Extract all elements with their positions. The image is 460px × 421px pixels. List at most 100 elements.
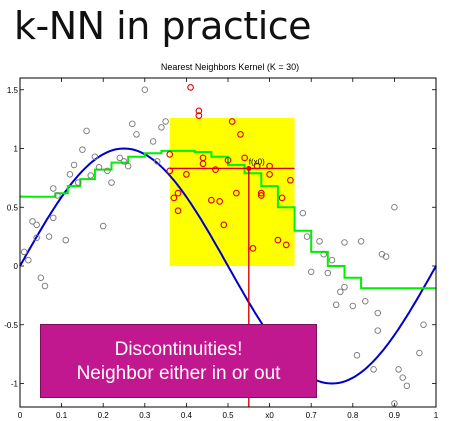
- y-tick-label: 1.5: [7, 86, 19, 95]
- data-point: [79, 146, 86, 153]
- neighbor-point: [232, 189, 240, 197]
- data-point: [395, 366, 402, 373]
- data-point: [133, 131, 140, 138]
- data-point: [328, 256, 336, 264]
- callout-box: Discontinuities! Neighbor either in or o…: [40, 324, 317, 398]
- data-point: [20, 248, 28, 256]
- data-point: [299, 209, 307, 217]
- y-tick-label: 0: [14, 262, 19, 271]
- neighbor-point: [257, 189, 265, 197]
- data-point: [374, 327, 382, 334]
- y-tick-label: 0.5: [7, 203, 19, 212]
- data-point: [104, 167, 111, 175]
- data-point: [149, 138, 157, 145]
- data-point: [124, 162, 132, 170]
- callout-line1: Discontinuities!: [114, 339, 243, 360]
- data-point: [50, 185, 57, 192]
- data-point: [416, 349, 423, 357]
- neighbor-point: [195, 107, 203, 115]
- data-point: [320, 250, 327, 258]
- data-point: [95, 164, 103, 171]
- neighbor-point: [228, 118, 236, 125]
- neighbor-point: [241, 154, 248, 162]
- data-point: [162, 118, 169, 125]
- y-tick-label: -0.5: [4, 321, 18, 330]
- data-point: [374, 309, 382, 317]
- data-point: [116, 154, 124, 162]
- y-tick-label: 1: [14, 145, 19, 154]
- data-point: [403, 382, 411, 390]
- neighbor-point: [257, 192, 265, 199]
- x-tick-label: 0.4: [181, 411, 193, 420]
- x-tick-label: 0.7: [306, 411, 318, 420]
- x-tick-label: 0.3: [139, 411, 151, 420]
- data-point: [45, 233, 53, 240]
- data-point: [108, 179, 115, 186]
- slide-title: k-NN in practice: [14, 4, 312, 48]
- x-tick-label: x0: [265, 411, 274, 420]
- neighbor-point: [199, 160, 207, 168]
- neighbor-point: [287, 176, 294, 184]
- data-point: [50, 214, 57, 222]
- data-point: [33, 221, 40, 229]
- data-point: [370, 366, 377, 373]
- x-tick-label: 0.9: [389, 411, 401, 420]
- neighbor-point: [170, 194, 178, 202]
- data-point: [382, 253, 390, 260]
- data-point: [349, 302, 357, 310]
- data-point: [41, 282, 49, 290]
- data-point: [99, 222, 107, 230]
- data-point: [303, 233, 311, 240]
- neighbor-point: [237, 131, 244, 138]
- neighbor-point: [187, 84, 194, 91]
- neighbor-point: [166, 151, 174, 158]
- data-point: [37, 274, 45, 282]
- neighbor-point: [274, 236, 282, 244]
- data-point: [141, 86, 149, 93]
- neighborhood-box: [169, 117, 295, 266]
- chart-title: Nearest Neighbors Kernel (K = 30): [161, 62, 299, 72]
- x-tick-label: 1: [434, 411, 439, 420]
- data-point: [399, 374, 406, 381]
- neighbor-point: [278, 194, 286, 202]
- neighbor-point: [220, 221, 228, 229]
- data-point: [91, 153, 99, 160]
- data-point: [25, 256, 32, 264]
- true-function-curve: [19, 147, 437, 385]
- data-point: [391, 203, 398, 211]
- neighbor-point: [266, 171, 273, 178]
- data-point: [83, 127, 90, 135]
- data-point: [158, 124, 165, 131]
- callout-line2: Neighbor either in or out: [76, 363, 281, 384]
- data-point: [129, 120, 136, 128]
- data-point: [341, 283, 348, 291]
- neighbor-point: [212, 166, 219, 173]
- data-point: [357, 238, 365, 245]
- data-point: [324, 269, 332, 277]
- data-point: [54, 192, 61, 199]
- x-tick-label: 0.2: [98, 411, 110, 420]
- query-label: f(x0): [249, 157, 265, 166]
- data-point: [332, 301, 340, 309]
- x-tick-label: 0: [18, 411, 23, 420]
- data-point: [337, 288, 344, 296]
- neighbor-point: [224, 156, 232, 164]
- data-point: [353, 352, 361, 359]
- data-point: [154, 158, 161, 165]
- neighbor-point: [174, 207, 182, 215]
- data-point: [341, 239, 348, 246]
- neighbor-point: [216, 198, 224, 205]
- data-point: [66, 171, 74, 178]
- neighbor-point: [249, 245, 257, 252]
- data-point: [74, 179, 82, 186]
- query-point: [246, 165, 252, 171]
- neighbor-point: [282, 241, 290, 249]
- data-point: [62, 236, 70, 244]
- data-point: [33, 234, 40, 242]
- data-point: [70, 161, 78, 169]
- data-point: [29, 218, 36, 225]
- neighbor-point: [174, 189, 182, 197]
- y-tick-label: -1: [11, 380, 19, 389]
- data-point: [391, 400, 398, 407]
